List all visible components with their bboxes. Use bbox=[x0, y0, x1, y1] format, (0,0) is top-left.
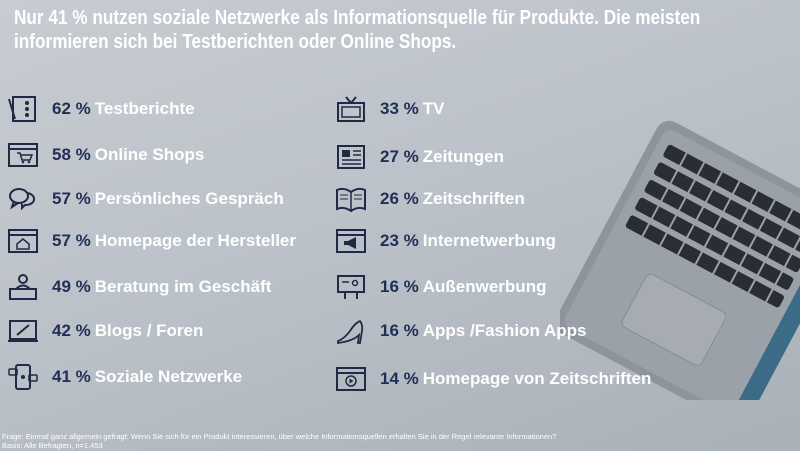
title-line-2: informieren sich bei Testberichten oder … bbox=[14, 31, 457, 53]
category-label: Persönliches Gespräch bbox=[94, 189, 284, 208]
blog-icon bbox=[6, 316, 40, 346]
category-label: Zeitschriften bbox=[422, 189, 525, 208]
category-label: Internetwerbung bbox=[422, 231, 556, 250]
percent-value: 23 % bbox=[380, 231, 419, 250]
footnote: Frage: Einmal ganz allgemein gefragt: We… bbox=[2, 432, 556, 450]
category-label: Zeitungen bbox=[422, 147, 504, 166]
list-item: 58 % Online Shops bbox=[6, 140, 204, 170]
list-item: 16 % Außenwerbung bbox=[334, 272, 546, 302]
list-item: 57 % Homepage der Hersteller bbox=[6, 226, 296, 256]
percent-value: 42 % bbox=[52, 321, 91, 340]
tv-icon bbox=[334, 94, 368, 124]
list-item: 27 % Zeitungen bbox=[334, 142, 504, 172]
list-item: 42 % Blogs / Foren bbox=[6, 316, 203, 346]
percent-value: 49 % bbox=[52, 277, 91, 296]
list-item: 16 % Apps /Fashion Apps bbox=[334, 316, 586, 346]
homepage-icon bbox=[6, 226, 40, 256]
footnote-question: Frage: Einmal ganz allgemein gefragt: We… bbox=[2, 432, 557, 441]
percent-value: 16 % bbox=[380, 277, 419, 296]
list-item: 33 % TV bbox=[334, 94, 444, 124]
category-label: Homepage der Hersteller bbox=[94, 231, 296, 250]
category-label: Blogs / Foren bbox=[94, 321, 204, 340]
title-line-1: Nur 41 % nutzen soziale Netzwerke als In… bbox=[14, 7, 701, 29]
list-item: 23 % Internetwerbung bbox=[334, 226, 556, 256]
category-label: Testberichte bbox=[94, 99, 195, 118]
percent-value: 26 % bbox=[380, 189, 419, 208]
percent-value: 57 % bbox=[52, 231, 91, 250]
web-video-icon bbox=[334, 364, 368, 394]
list-item: 62 % Testberichte bbox=[6, 94, 195, 124]
percent-value: 16 % bbox=[380, 321, 419, 340]
checklist-icon bbox=[6, 94, 40, 124]
footnote-base: Basis: Alle Befragten, n=1.453 bbox=[2, 441, 103, 450]
percent-value: 27 % bbox=[380, 147, 419, 166]
percent-value: 41 % bbox=[52, 367, 91, 386]
list-item: 41 % Soziale Netzwerke bbox=[6, 362, 242, 392]
high-heel-icon bbox=[334, 316, 368, 346]
category-label: TV bbox=[422, 99, 445, 118]
list-item: 57 % Persönliches Gespräch bbox=[6, 184, 284, 214]
shopping-cart-icon bbox=[6, 140, 40, 170]
category-label: Homepage von Zeitschriften bbox=[422, 369, 652, 388]
laptop-image bbox=[560, 120, 800, 400]
percent-value: 62 % bbox=[52, 99, 91, 118]
category-label: Apps /Fashion Apps bbox=[422, 321, 587, 340]
consultant-icon bbox=[6, 272, 40, 302]
speech-bubbles-icon bbox=[6, 184, 40, 214]
newspaper-icon bbox=[334, 142, 368, 172]
page-title: Nur 41 % nutzen soziale Netzwerke als In… bbox=[14, 6, 701, 54]
list-item: 14 % Homepage von Zeitschriften bbox=[334, 364, 651, 394]
magazine-icon bbox=[334, 184, 368, 214]
category-label: Außenwerbung bbox=[422, 277, 547, 296]
billboard-icon bbox=[334, 272, 368, 302]
category-label: Soziale Netzwerke bbox=[94, 367, 243, 386]
percent-value: 58 % bbox=[52, 145, 91, 164]
list-item: 26 % Zeitschriften bbox=[334, 184, 525, 214]
social-network-icon bbox=[6, 362, 40, 392]
percent-value: 57 % bbox=[52, 189, 91, 208]
megaphone-icon bbox=[334, 226, 368, 256]
category-label: Online Shops bbox=[94, 145, 205, 164]
percent-value: 14 % bbox=[380, 369, 419, 388]
list-item: 49 % Beratung im Geschäft bbox=[6, 272, 271, 302]
percent-value: 33 % bbox=[380, 99, 419, 118]
category-label: Beratung im Geschäft bbox=[94, 277, 272, 296]
